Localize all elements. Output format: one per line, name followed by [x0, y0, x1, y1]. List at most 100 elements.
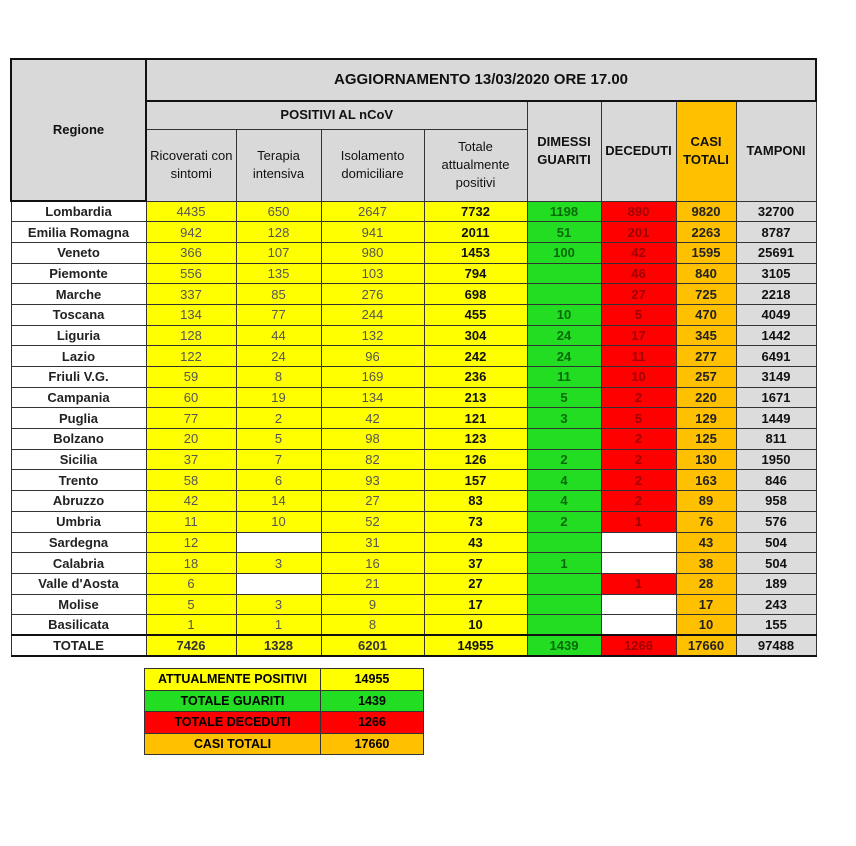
- cell-region: Basilicata: [10, 614, 147, 636]
- cell-ricoverati: 58: [145, 469, 237, 492]
- summary-row: TOTALE GUARITI 1439: [144, 689, 424, 712]
- cell-tamponi: 504: [735, 552, 817, 574]
- cell-terapia: [235, 572, 322, 595]
- table-row: Campania 60 19 134 213 5 2 220 1671: [10, 386, 817, 409]
- header-tamponi: TAMPONI: [735, 100, 817, 202]
- cell-terapia: 85: [235, 283, 322, 305]
- cell-dimessi: [526, 262, 602, 285]
- cell-casi-totali: 17660: [675, 634, 737, 658]
- cell-tamponi: 4049: [735, 303, 817, 326]
- cell-dimessi: [526, 593, 602, 616]
- cell-tamponi: 6491: [735, 345, 817, 367]
- header-totale-positivi: Totale attualmente positivi: [423, 128, 528, 202]
- table-row: Lombardia 4435 650 2647 7732 1198 890 9820 32700: [10, 200, 817, 223]
- cell-terapia: 8: [235, 366, 322, 388]
- cell-terapia: 650: [235, 200, 322, 223]
- cell-casi-totali: 130: [675, 448, 737, 471]
- cell-isolamento: 52: [320, 510, 425, 533]
- cell-region: Abruzzo: [10, 490, 147, 512]
- cell-totale-positivi: 10: [423, 614, 528, 636]
- cell-terapia: 5: [235, 428, 322, 450]
- cell-tamponi: 32700: [735, 200, 817, 223]
- cell-casi-totali: 38: [675, 552, 737, 574]
- header-positivi-group: POSITIVI AL nCoV: [145, 100, 528, 130]
- cell-isolamento: 244: [320, 303, 425, 326]
- cell-ricoverati: 122: [145, 345, 237, 367]
- summary-label: TOTALE DECEDUTI: [144, 711, 321, 734]
- cell-totale-positivi: 37: [423, 552, 528, 574]
- table-row: Sardegna 12 31 43 43 504: [10, 531, 817, 554]
- cell-terapia: 77: [235, 303, 322, 326]
- cell-tamponi: 155: [735, 614, 817, 636]
- table-row: Sicilia 37 7 82 126 2 2 130 1950: [10, 448, 817, 471]
- cell-deceduti: 11: [600, 345, 677, 367]
- cell-ricoverati: 4435: [145, 200, 237, 223]
- table-row: Bolzano 20 5 98 123 2 125 811: [10, 428, 817, 450]
- cell-terapia: 3: [235, 552, 322, 574]
- cell-totale-positivi: 157: [423, 469, 528, 492]
- cell-terapia: 135: [235, 262, 322, 285]
- cell-terapia: 3: [235, 593, 322, 616]
- cell-region: Piemonte: [10, 262, 147, 285]
- cell-totale-positivi: 794: [423, 262, 528, 285]
- cell-ricoverati: 42: [145, 490, 237, 512]
- table-row: Puglia 77 2 42 121 3 5 129 1449: [10, 407, 817, 430]
- cell-ricoverati: 7426: [145, 634, 237, 658]
- cell-isolamento: 132: [320, 324, 425, 347]
- cell-ricoverati: 1: [145, 614, 237, 636]
- cell-isolamento: 9: [320, 593, 425, 616]
- cell-casi-totali: 76: [675, 510, 737, 533]
- cell-tamponi: 1449: [735, 407, 817, 430]
- cell-dimessi: 10: [526, 303, 602, 326]
- cell-dimessi: 5: [526, 386, 602, 409]
- cell-deceduti: 890: [600, 200, 677, 223]
- totals-row: TOTALE 7426 1328 6201 14955 1439 1266 17660 9748…: [10, 634, 817, 658]
- cell-region: Emilia Romagna: [10, 221, 147, 243]
- cell-terapia: 10: [235, 510, 322, 533]
- table-row: Umbria 11 10 52 73 2 1 76 576: [10, 510, 817, 533]
- cell-terapia: 6: [235, 469, 322, 492]
- cell-ricoverati: 18: [145, 552, 237, 574]
- cell-deceduti: 1266: [600, 634, 677, 658]
- cell-ricoverati: 59: [145, 366, 237, 388]
- cell-totale-positivi: 83: [423, 490, 528, 512]
- cell-isolamento: 2647: [320, 200, 425, 223]
- cell-terapia: 14: [235, 490, 322, 512]
- cell-terapia: 44: [235, 324, 322, 347]
- table-row: Trento 58 6 93 157 4 2 163 846: [10, 469, 817, 492]
- cell-deceduti: [600, 593, 677, 616]
- cell-region: TOTALE: [10, 634, 147, 658]
- header-terapia: Terapia intensiva: [235, 128, 322, 202]
- cell-region: Toscana: [10, 303, 147, 326]
- cell-region: Umbria: [10, 510, 147, 533]
- cell-deceduti: [600, 531, 677, 554]
- cell-dimessi: 1: [526, 552, 602, 574]
- cell-ricoverati: 942: [145, 221, 237, 243]
- summary-label: TOTALE GUARITI: [144, 689, 321, 712]
- cell-isolamento: 941: [320, 221, 425, 243]
- cell-region: Puglia: [10, 407, 147, 430]
- header-dimessi: DIMESSI GUARITI: [526, 100, 602, 202]
- cell-ricoverati: 60: [145, 386, 237, 409]
- update-title: AGGIORNAMENTO 13/03/2020 ORE 17.00: [144, 58, 818, 102]
- cell-casi-totali: 257: [675, 366, 737, 388]
- cell-isolamento: 96: [320, 345, 425, 367]
- cell-ricoverati: 556: [145, 262, 237, 285]
- cell-casi-totali: 163: [675, 469, 737, 492]
- cell-deceduti: 17: [600, 324, 677, 347]
- cell-casi-totali: 89: [675, 490, 737, 512]
- cell-totale-positivi: 121: [423, 407, 528, 430]
- cell-casi-totali: 345: [675, 324, 737, 347]
- cell-deceduti: 2: [600, 386, 677, 409]
- cell-isolamento: 42: [320, 407, 425, 430]
- cell-isolamento: 169: [320, 366, 425, 388]
- cell-deceduti: 27: [600, 283, 677, 305]
- cell-deceduti: 5: [600, 303, 677, 326]
- cell-region: Friuli V.G.: [10, 366, 147, 388]
- cell-ricoverati: 12: [145, 531, 237, 554]
- header-regione: Regione: [10, 58, 147, 202]
- cell-casi-totali: 470: [675, 303, 737, 326]
- table-row: Calabria 18 3 16 37 1 38 504: [10, 552, 817, 574]
- cell-tamponi: 958: [735, 490, 817, 512]
- table-row: Toscana 134 77 244 455 10 5 470 4049: [10, 303, 817, 326]
